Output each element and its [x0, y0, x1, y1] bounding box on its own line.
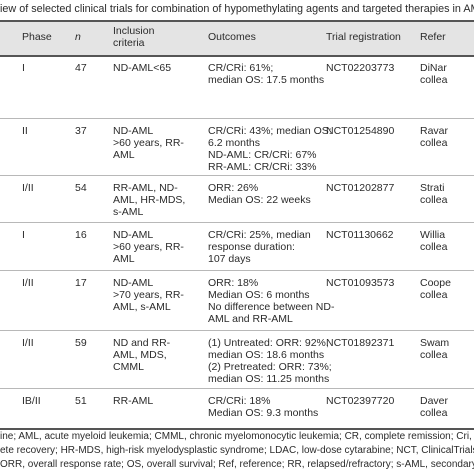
cell-text: collea: [420, 137, 448, 149]
cell-text: 47: [75, 62, 87, 74]
cell-text: 107 days: [208, 253, 251, 265]
cell-text: (1) Untreated: ORR: 92%,: [208, 337, 329, 349]
header-band: [0, 20, 474, 55]
cell-text: Daver: [420, 395, 449, 407]
header-text: Outcomes: [208, 31, 256, 43]
cell-text: collea: [420, 349, 448, 361]
cell-text: collea: [420, 407, 448, 419]
cell-text: NCT01093573: [326, 277, 395, 289]
cell-text: CR/CRi: 43%; median OS:: [208, 125, 332, 137]
cell-text: 17: [75, 277, 87, 289]
cell-text: collea: [420, 289, 448, 301]
cell-text: ND-AML: [113, 125, 154, 137]
cell-text: 54: [75, 182, 87, 194]
cell-text: NCT02203773: [326, 62, 395, 74]
cell-text: RR-AML: [113, 395, 154, 407]
table-title: iew of selected clinical trials for comb…: [0, 3, 474, 15]
cell-text: ND-AML: CR/CRi: 67%: [208, 149, 317, 161]
footnote: ORR, overall response rate; OS, overall …: [0, 459, 474, 470]
cell-text: Coope: [420, 277, 451, 289]
cell-text: AML: [113, 253, 135, 265]
cell-text: ND-AML: [113, 277, 154, 289]
cell-text: median OS: 18.6 months: [208, 349, 325, 361]
cell-text: >70 years, RR-: [113, 289, 184, 301]
cell-text: 37: [75, 125, 87, 137]
cell-text: Median OS: 6 months: [208, 289, 310, 301]
cell-text: Median OS: 9.3 months: [208, 407, 319, 419]
cell-text: I: [22, 229, 25, 241]
cell-text: Swam: [420, 337, 450, 349]
bottom-rule: [0, 428, 474, 430]
cell-text: 59: [75, 337, 87, 349]
cell-text: CR/CRi: 61%;: [208, 62, 274, 74]
footnote: ine; AML, acute myeloid leukemia; CMML, …: [0, 431, 474, 442]
cell-text: CMML: [113, 361, 144, 373]
row-rule: [0, 270, 474, 271]
cell-text: No difference between ND-: [208, 301, 335, 313]
cell-text: AML, HR-MDS,: [113, 194, 186, 206]
row-rule: [0, 330, 474, 331]
row-rule: [0, 222, 474, 223]
cell-text: Willia: [420, 229, 446, 241]
header-text: Inclusion: [113, 25, 155, 37]
cell-text: NCT01202877: [326, 182, 395, 194]
footnote: ete recovery; HR-MDS, high-risk myelodys…: [0, 445, 474, 456]
cell-text: 6.2 months: [208, 137, 260, 149]
cell-text: AML, MDS,: [113, 349, 167, 361]
cell-text: CR/CRi: 25%, median: [208, 229, 311, 241]
cell-text: RR-AML: CR/CRi: 33%: [208, 161, 317, 173]
header-rule: [0, 55, 474, 57]
header-text: Refer: [420, 31, 446, 43]
cell-text: Ravar: [420, 125, 449, 137]
row-rule: [0, 118, 474, 119]
cell-text: 51: [75, 395, 87, 407]
cell-text: ND-AML<65: [113, 62, 172, 74]
cell-text: II: [22, 125, 28, 137]
cell-text: collea: [420, 194, 448, 206]
row-rule: [0, 388, 474, 389]
cell-text: median OS: 17.5 months: [208, 74, 325, 86]
header-text: criteria: [113, 37, 145, 49]
cell-text: I/II: [22, 182, 34, 194]
cell-text: AML and RR-AML: [208, 313, 293, 325]
cell-text: s-AML: [113, 206, 144, 218]
cell-text: DiNar: [420, 62, 447, 74]
cell-text: I/II: [22, 277, 34, 289]
cell-text: NCT02397720: [326, 395, 395, 407]
cell-text: ORR: 18%: [208, 277, 259, 289]
cell-text: (2) Pretreated: ORR: 73%;: [208, 361, 332, 373]
cell-text: collea: [420, 241, 448, 253]
cell-text: ND-AML: [113, 229, 154, 241]
cell-text: I/II: [22, 337, 34, 349]
cell-text: ND and RR-: [113, 337, 171, 349]
cell-text: IB/II: [22, 395, 41, 407]
cell-text: Strati: [420, 182, 445, 194]
cell-text: RR-AML, ND-: [113, 182, 178, 194]
header-text: Phase: [22, 31, 52, 43]
cell-text: NCT01254890: [326, 125, 395, 137]
cell-text: >60 years, RR-: [113, 137, 184, 149]
cell-text: response duration:: [208, 241, 295, 253]
cell-text: ORR: 26%: [208, 182, 259, 194]
cell-text: I: [22, 62, 25, 74]
cell-text: NCT01892371: [326, 337, 395, 349]
cell-text: AML: [113, 149, 135, 161]
cell-text: Median OS: 22 weeks: [208, 194, 311, 206]
cell-text: AML, s-AML: [113, 301, 171, 313]
row-rule: [0, 175, 474, 176]
header-text: Trial registration: [326, 31, 401, 43]
header-text: n: [75, 31, 81, 43]
cell-text: NCT01130662: [326, 229, 394, 241]
cell-text: 16: [75, 229, 87, 241]
top-rule: [0, 20, 474, 22]
cell-text: CR/CRi: 18%: [208, 395, 271, 407]
cell-text: collea: [420, 74, 448, 86]
cell-text: median OS: 11.25 months: [208, 373, 330, 385]
cell-text: >60 years, RR-: [113, 241, 184, 253]
